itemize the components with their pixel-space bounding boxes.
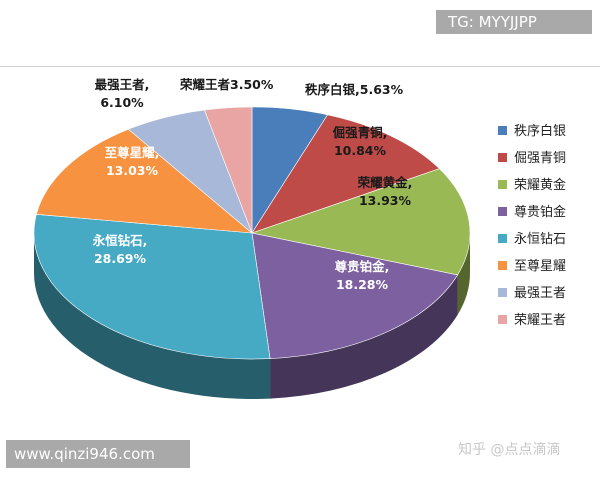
pie-labels: 秩序白银,5.63% 倔强青铜, 10.84% 荣耀黄金, 13.93% 尊贵铂金, 18.… [92,77,413,292]
legend-swatch-8 [498,315,507,324]
legend-swatch-4 [498,207,507,216]
pie-side-4 [270,274,458,399]
pie-chart: 秩序白银,5.63% 倔强青铜, 10.84% 荣耀黄金, 13.93% 尊贵铂金, 18.… [33,77,566,399]
legend-swatch-7 [498,288,507,297]
url-watermark-badge: www.qinzi946.com [6,440,190,468]
pie-sides [34,233,470,399]
zhihu-watermark: 知乎 @点点滴滴 [458,442,561,458]
slice-label-4: 尊贵铂金, [335,259,390,274]
legend-label-5: 永恒钻石 [514,232,566,247]
pie-tops [33,106,471,360]
slice-pct-4: 18.28% [336,277,389,292]
tg-watermark-badge: TG: MYYJJPP [436,10,592,34]
legend-label-7: 最强王者 [514,286,566,301]
slice-pct-2: 10.84% [334,143,387,158]
legend-label-1: 秩序白银 [514,123,566,139]
legend-swatch-2 [498,153,507,162]
slice-label-7: 最强王者, [95,77,150,92]
slice-pct-6: 13.03% [106,163,159,178]
legend-label-6: 至尊星耀 [514,258,566,274]
legend-swatch-3 [498,180,507,189]
legend-label-4: 尊贵铂金 [514,204,566,220]
legend-label-3: 荣耀黄金 [514,177,566,193]
slice-pct-5: 28.69% [94,251,147,266]
pie-slice-2 [251,114,440,234]
pie-side-3 [457,233,470,315]
pie-slice-4 [251,232,459,359]
pie-side-5 [34,233,271,399]
slice-label-3: 荣耀黄金, [357,175,413,190]
pie-slice-6 [36,128,253,234]
legend-swatch-5 [498,234,507,243]
legend-swatch-6 [498,261,507,270]
pie-slice-8 [204,106,253,234]
slice-label-1: 秩序白银,5.63% [305,82,404,97]
pie-slice-5 [33,213,271,360]
legend-label-2: 倔强青铜 [514,151,566,166]
slice-pct-7: 6.10% [100,95,144,110]
slice-label-5: 永恒钻石, [92,233,148,248]
pie-slice-3 [250,168,471,276]
slice-label-6: 至尊星耀, [105,145,160,160]
pie-chart-frame: 秩序白银,5.63% 倔强青铜, 10.84% 荣耀黄金, 13.93% 尊贵铂金, 18.… [0,66,600,458]
slice-label-8: 荣耀王者3.50% [179,77,274,92]
legend-label-8: 荣耀王者 [514,313,566,328]
legend-swatch-1 [498,126,507,135]
slice-label-2: 倔强青铜, [333,125,388,140]
slice-pct-3: 13.93% [359,193,412,208]
